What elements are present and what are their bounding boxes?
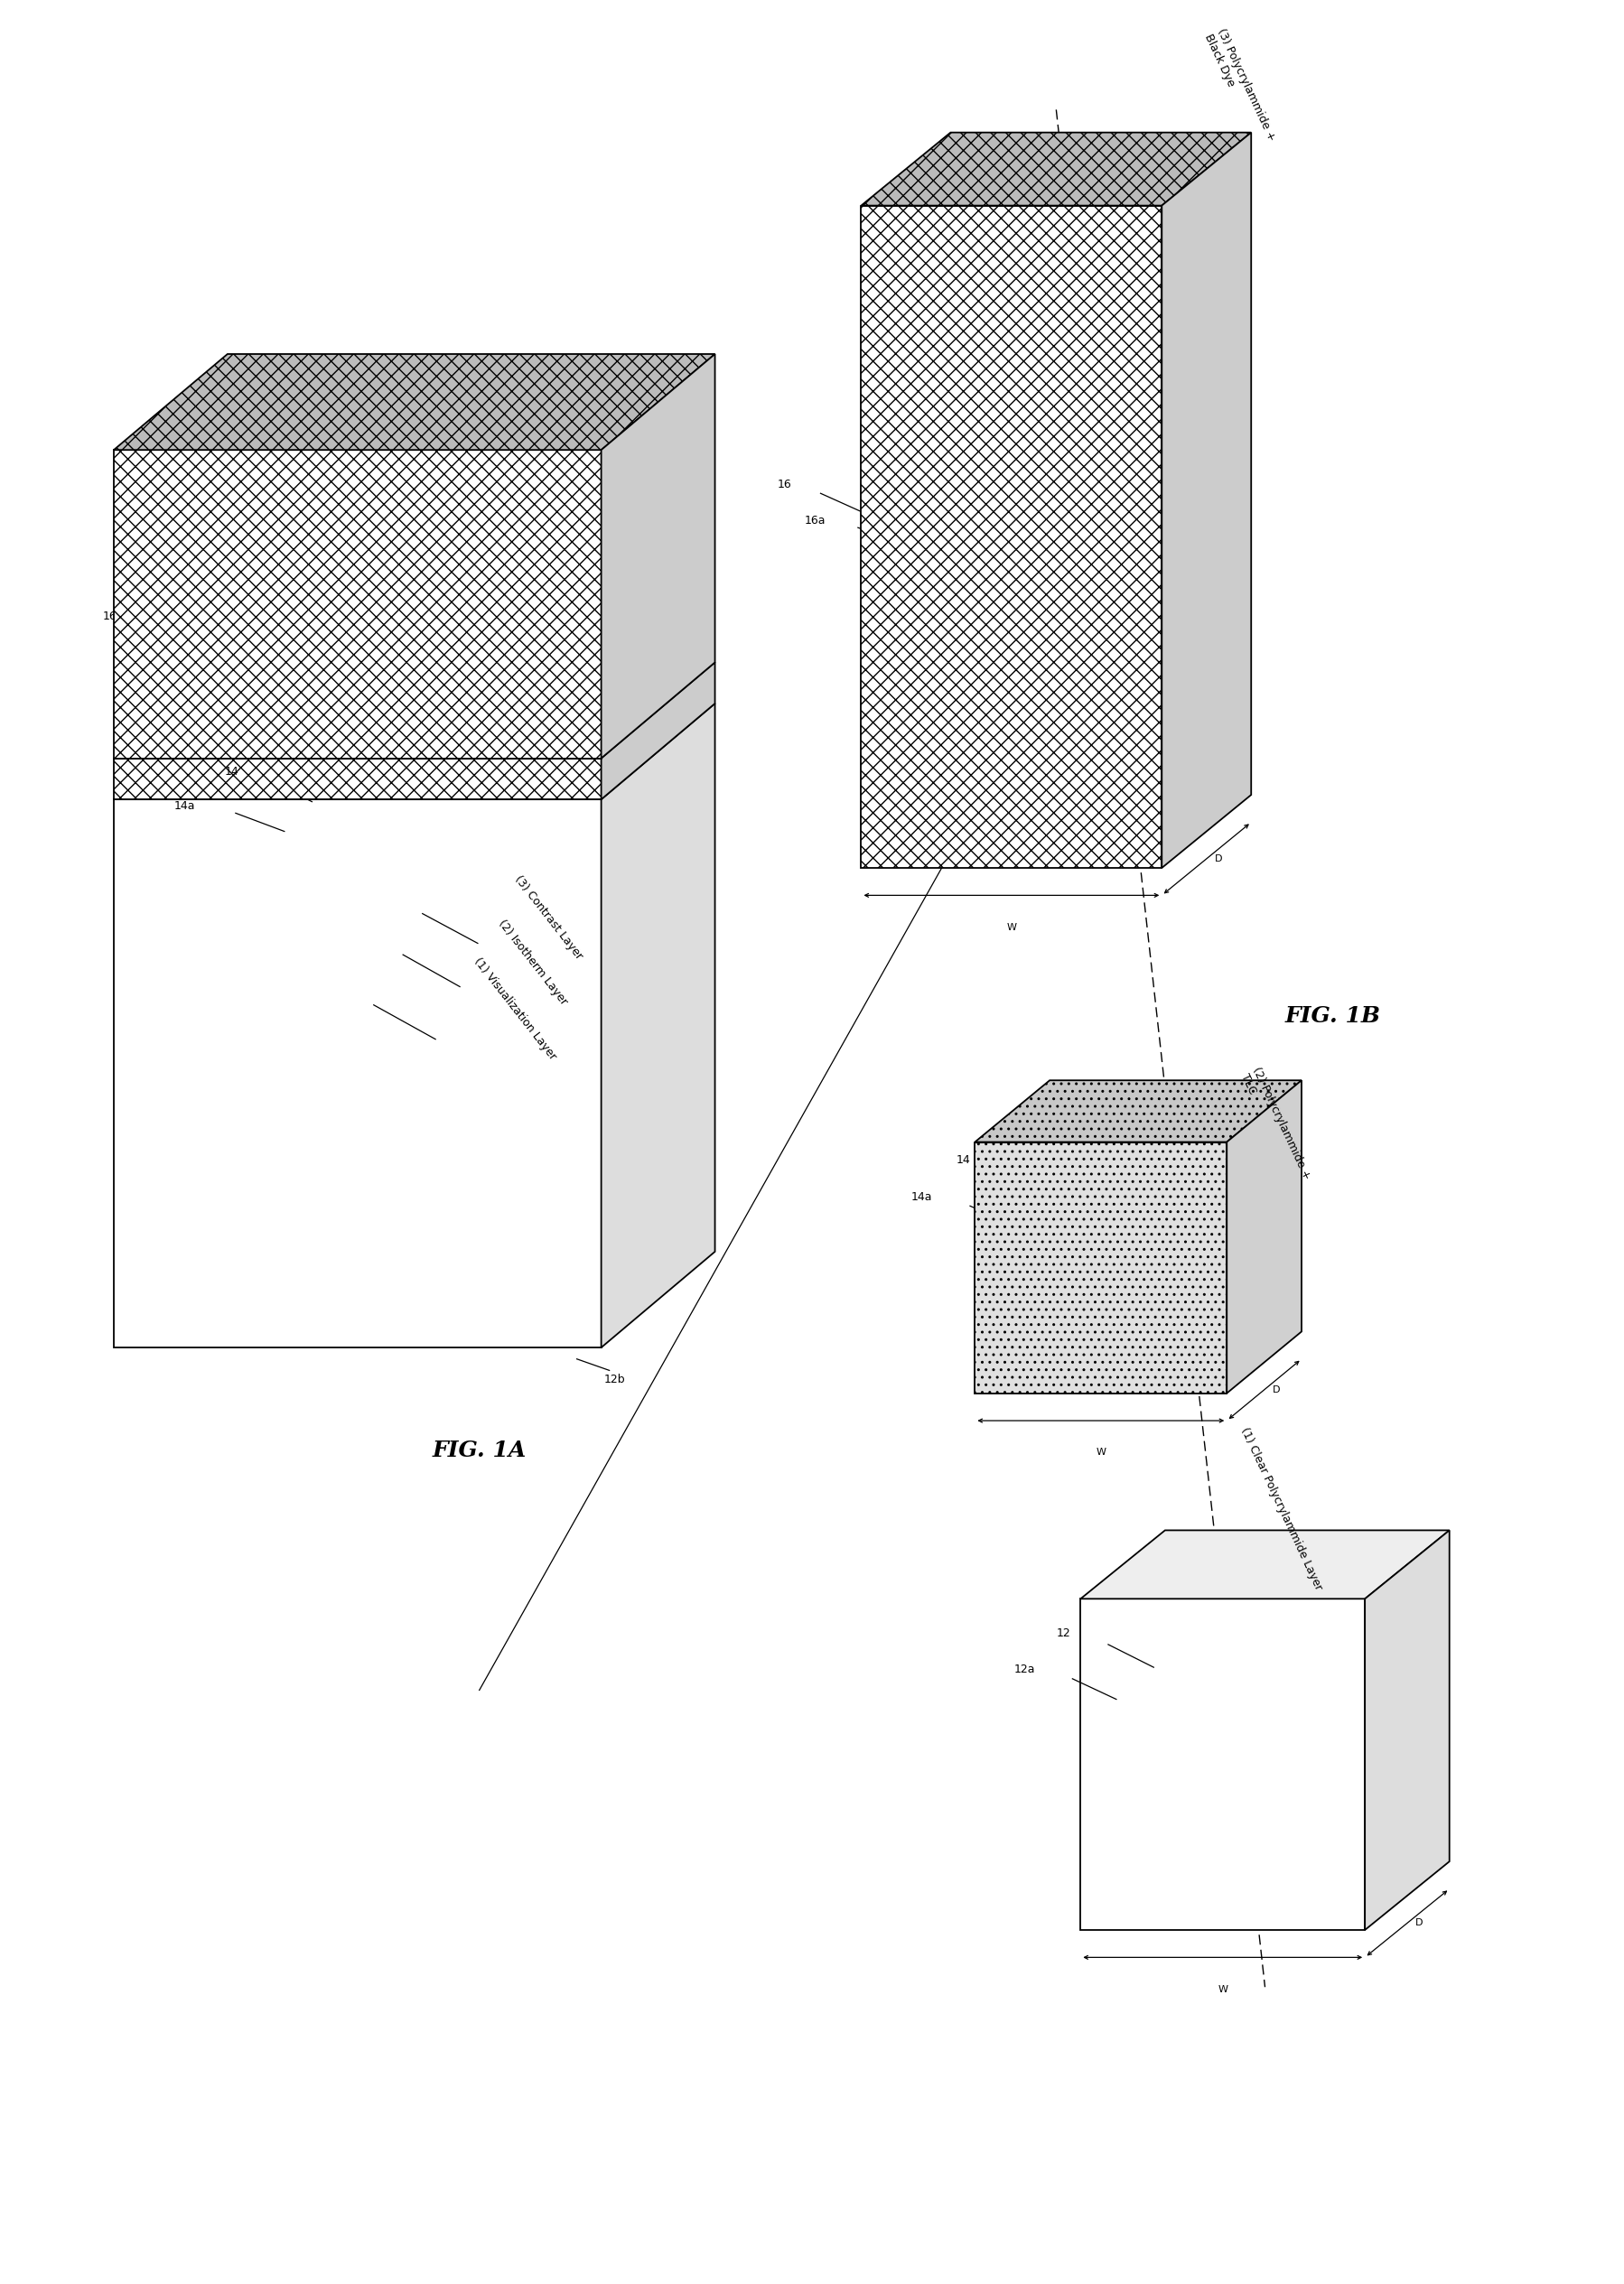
Text: 12a: 12a [1013,1663,1034,1676]
Polygon shape [974,1080,1301,1142]
Text: 12b: 12b [604,1373,625,1386]
Text: (2) Isotherm Layer: (2) Isotherm Layer [495,918,568,1007]
Polygon shape [114,450,601,758]
Polygon shape [601,703,715,1348]
Text: 14: 14 [224,765,239,779]
Text: FIG. 1A: FIG. 1A [432,1439,526,1462]
Text: 12a: 12a [255,731,276,745]
Polygon shape [861,132,1250,206]
Text: (1) Clear Polycrylammide Layer: (1) Clear Polycrylammide Layer [1237,1425,1324,1592]
Text: (1) Visualization Layer: (1) Visualization Layer [471,955,557,1062]
Polygon shape [114,758,601,799]
Polygon shape [1161,132,1250,868]
Text: 14a: 14a [911,1190,932,1204]
Text: 16a: 16a [804,514,825,528]
Text: W: W [1095,1448,1106,1457]
Text: 12: 12 [1056,1626,1070,1640]
Text: 16: 16 [776,477,791,491]
Text: FIG. 1B: FIG. 1B [1285,1005,1379,1028]
Text: D: D [1415,1919,1423,1928]
Text: W: W [1005,923,1017,932]
Polygon shape [114,662,715,758]
Text: (2) Polycrylammide +
TLC: (2) Polycrylammide + TLC [1237,1067,1312,1188]
Text: 16: 16 [102,610,117,624]
Text: 12: 12 [307,694,322,708]
Polygon shape [974,1142,1226,1393]
Text: D: D [1215,854,1221,863]
Polygon shape [114,799,601,1348]
Polygon shape [1080,1530,1449,1599]
Polygon shape [601,354,715,758]
Text: (3) Polycrylammide +
Black Dye: (3) Polycrylammide + Black Dye [1202,27,1276,148]
Text: 14a: 14a [174,799,195,813]
Polygon shape [1364,1530,1449,1930]
Text: D: D [1272,1386,1280,1393]
Polygon shape [1080,1599,1364,1930]
Polygon shape [114,703,715,799]
Polygon shape [1226,1080,1301,1393]
Polygon shape [861,206,1161,868]
Polygon shape [601,662,715,799]
Text: 16a: 16a [133,660,154,674]
Text: (3) Contrast Layer: (3) Contrast Layer [512,872,585,962]
Text: W: W [1216,1985,1228,1994]
Polygon shape [114,354,715,450]
Text: 14: 14 [955,1153,970,1167]
